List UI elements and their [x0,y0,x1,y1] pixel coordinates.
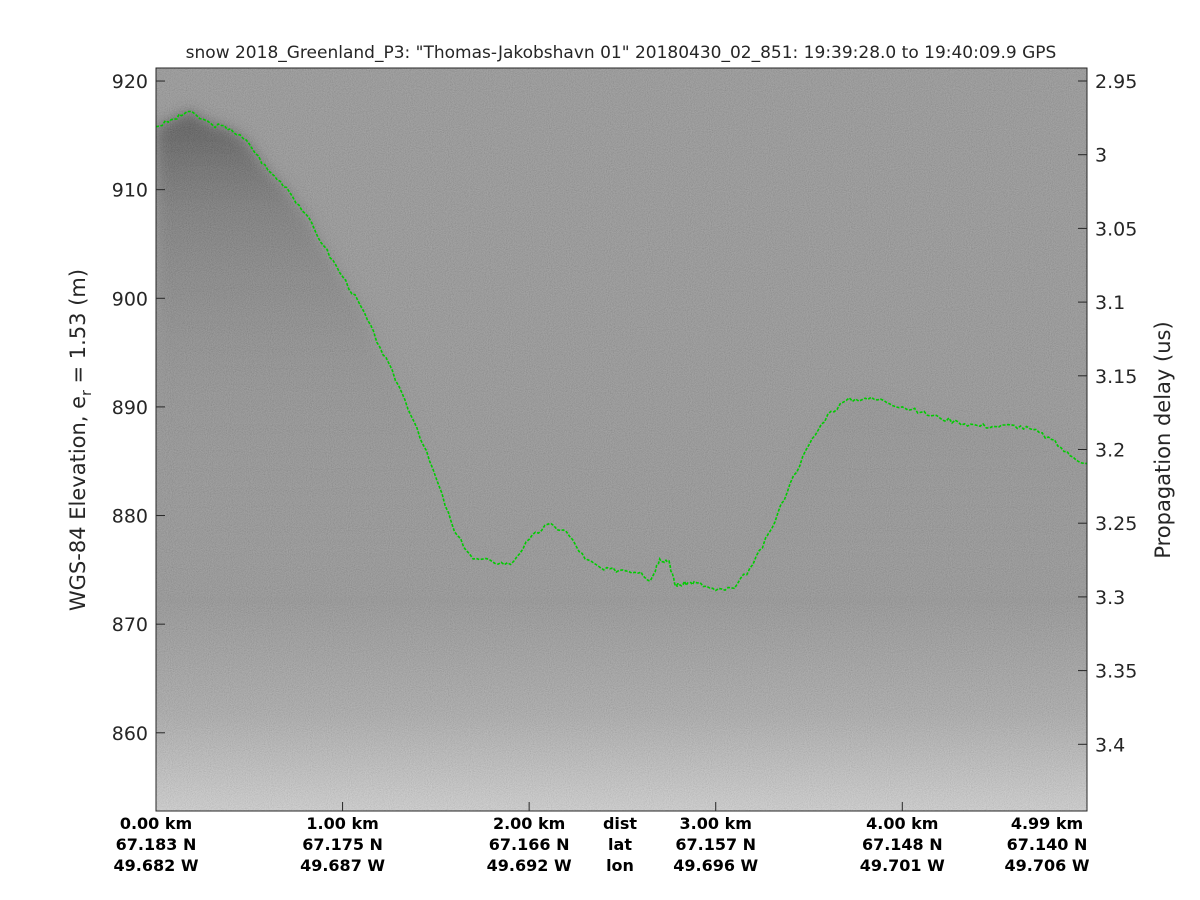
x-lat-label: 67.148 N [862,835,943,854]
x-lon-label: 49.706 W [1005,856,1090,875]
surface-track-line [156,110,1087,592]
y-right-tick-label: 3.2 [1095,440,1125,462]
x-lon-label: 49.687 W [300,856,385,875]
speckle-noise [156,68,1087,811]
chart-title: snow 2018_Greenland_P3: "Thomas-Jakobsha… [186,43,1057,63]
y-left-tick-label: 920 [112,71,148,93]
x-lat-label: 67.140 N [1007,835,1088,854]
y-right-tick-label: 3 [1095,145,1107,167]
x-dist-label: 2.00 km [493,814,565,833]
y-right-tick-label: 3.25 [1095,513,1137,535]
y-axis-right-ticks: 2.95 3 3.05 3.1 3.15 3.2 3.25 3.3 3.35 3.4 [1078,71,1137,756]
y-axis-label-left: WGS-84 Elevation, er = 1.53 (m) [66,269,95,611]
x-lon-label: 49.682 W [114,856,199,875]
x-lon-label: 49.701 W [860,856,945,875]
y-right-tick-label: 3.15 [1095,366,1137,388]
x-dist-label: 1.00 km [306,814,378,833]
x-lat-label: 67.157 N [675,835,756,854]
y-right-tick-label: 3.4 [1095,734,1125,756]
x-row-caption: lat [608,835,632,854]
y-axis-label-right: Propagation delay (us) [1151,321,1175,558]
x-lat-label: 67.183 N [116,835,197,854]
x-dist-label: 4.99 km [1011,814,1083,833]
x-dist-label: 0.00 km [120,814,192,833]
x-lat-label: 67.166 N [489,835,570,854]
x-row-caption: lon [606,856,634,875]
plot-frame [155,67,1088,812]
y-left-tick-label: 900 [112,288,148,310]
x-row-caption: dist [603,814,637,833]
y-right-tick-label: 3.05 [1095,218,1137,240]
y-left-tick-label: 860 [112,723,148,745]
x-dist-label: 3.00 km [680,814,752,833]
x-lat-label: 67.175 N [302,835,383,854]
x-dist-label: 4.00 km [866,814,938,833]
x-lon-label: 49.692 W [487,856,572,875]
x-axis-labels: 0.00 km 67.183 N 49.682 W 1.00 km 67.175 N 49… [114,802,1090,875]
y-left-tick-label: 880 [112,506,148,528]
y-right-tick-label: 3.35 [1095,661,1137,683]
x-lon-label: 49.696 W [673,856,758,875]
y-left-tick-label: 870 [112,614,148,636]
y-right-tick-label: 3.1 [1095,292,1125,314]
y-right-tick-label: 2.95 [1095,71,1137,93]
y-left-tick-label: 890 [112,397,148,419]
y-right-tick-label: 3.3 [1095,587,1125,609]
y-axis-left-ticks: 920 910 900 890 880 870 860 [112,71,165,745]
y-left-tick-label: 910 [112,180,148,202]
